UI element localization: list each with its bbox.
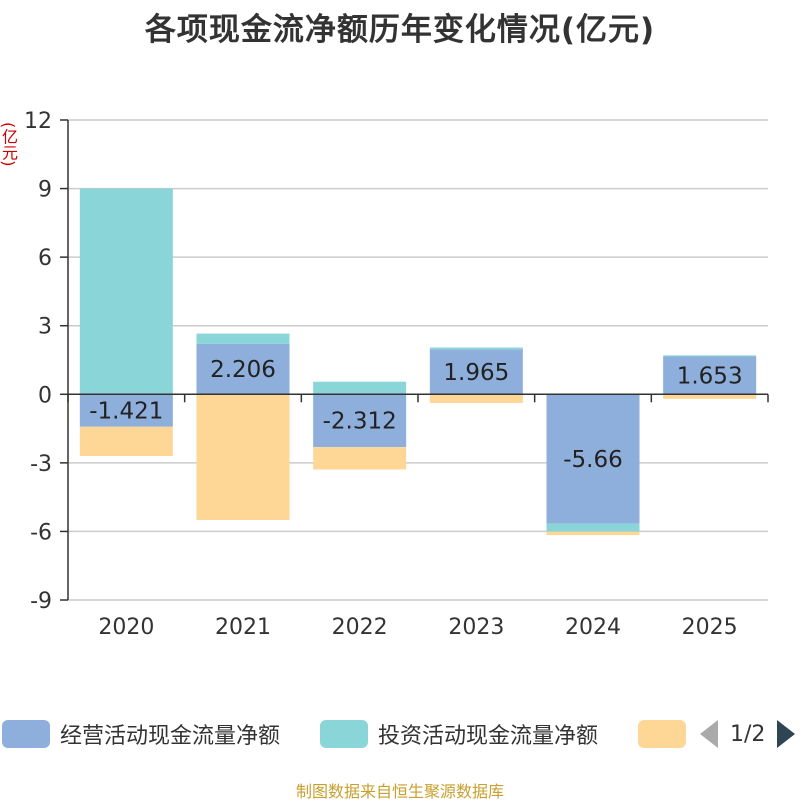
legend: 经营活动现金流量净额 投资活动现金流量净额 1/2 [0,714,800,754]
bar-series0-2023 [429,349,523,395]
y-tick-label-9: 9 [38,178,52,203]
stacked-bar-chart: -9 -6 -3 0 3 6 9 12 2020 2021 2022 2023 2024 2025 -1.… [24,109,769,640]
legend-swatch-financing [638,720,686,748]
data-source-note: 制图数据来自恒生聚源数据库 [295,782,504,801]
legend-prev-arrow-icon[interactable] [700,720,718,748]
bar-series1-2025 [663,355,757,357]
bar-series1-2020 [79,188,173,395]
bar-series0-2021 [196,343,290,395]
legend-label-investing: 投资活动现金流量净额 [378,724,599,749]
legend-item-investing[interactable]: 投资活动现金流量净额 [320,714,598,754]
bar-series2-2025 [663,394,757,399]
bar-series2-2023 [429,394,523,403]
y-tick-label-0: 0 [38,383,52,408]
legend-swatch-operating [2,720,50,748]
bars [79,188,757,536]
y-tick-label-3: 3 [38,315,52,340]
bar-series1-2022 [313,381,407,395]
legend-swatch-investing [320,720,368,748]
y-tick-label--9: -9 [30,589,52,614]
bar-series2-2020 [79,426,173,457]
legend-item-operating[interactable]: 经营活动现金流量净额 [2,714,280,754]
data-label-2022: -2.312 [323,409,397,435]
data-label-2025: 1.653 [677,363,743,389]
data-label-2024: -5.66 [563,447,623,473]
legend-page-indicator: 1/2 [730,721,766,747]
data-label-2021: 2.206 [210,357,276,383]
x-tick-label-2024: 2024 [565,615,621,640]
bar-series2-2021 [196,394,290,520]
y-tick-label--3: -3 [30,452,52,477]
data-labels: -1.421 2.206 -2.312 1.965 -5.66 1.653 [89,357,742,473]
bar-series2-2022 [313,447,407,470]
bar-series1-2024 [546,523,640,532]
y-axis-unit-label: (亿元) [0,122,18,167]
y-tick-label-6: 6 [38,246,52,271]
x-tick-label-2020: 2020 [98,615,154,640]
bar-series1-2023 [429,347,523,350]
x-tick-label-2021: 2021 [215,615,271,640]
legend-next-arrow-icon[interactable] [777,720,796,748]
data-label-2020: -1.421 [89,399,163,425]
bar-series1-2021 [196,333,290,344]
x-tick-label-2022: 2022 [332,615,388,640]
y-tick-label--6: -6 [30,520,52,545]
chart-title: 各项现金流净额历年变化情况(亿元) [144,12,656,48]
axes: -9 -6 -3 0 3 6 9 12 2020 2021 2022 2023 2024 2025 [24,109,769,640]
bar-series2-2024 [546,531,640,536]
bar-series0-2025 [663,356,757,395]
data-label-2023: 1.965 [443,360,509,386]
legend-label-operating: 经营活动现金流量净额 [60,724,281,749]
x-tick-label-2025: 2025 [682,615,738,640]
legend-item-financing[interactable] [638,714,696,754]
bar-series0-2020 [79,394,173,427]
gridlines [68,119,768,601]
bar-series0-2024 [546,394,640,524]
legend-pager: 1/2 [700,714,796,754]
bar-series0-2022 [313,394,407,448]
x-tick-label-2023: 2023 [448,615,504,640]
y-tick-label-12: 12 [24,109,52,134]
